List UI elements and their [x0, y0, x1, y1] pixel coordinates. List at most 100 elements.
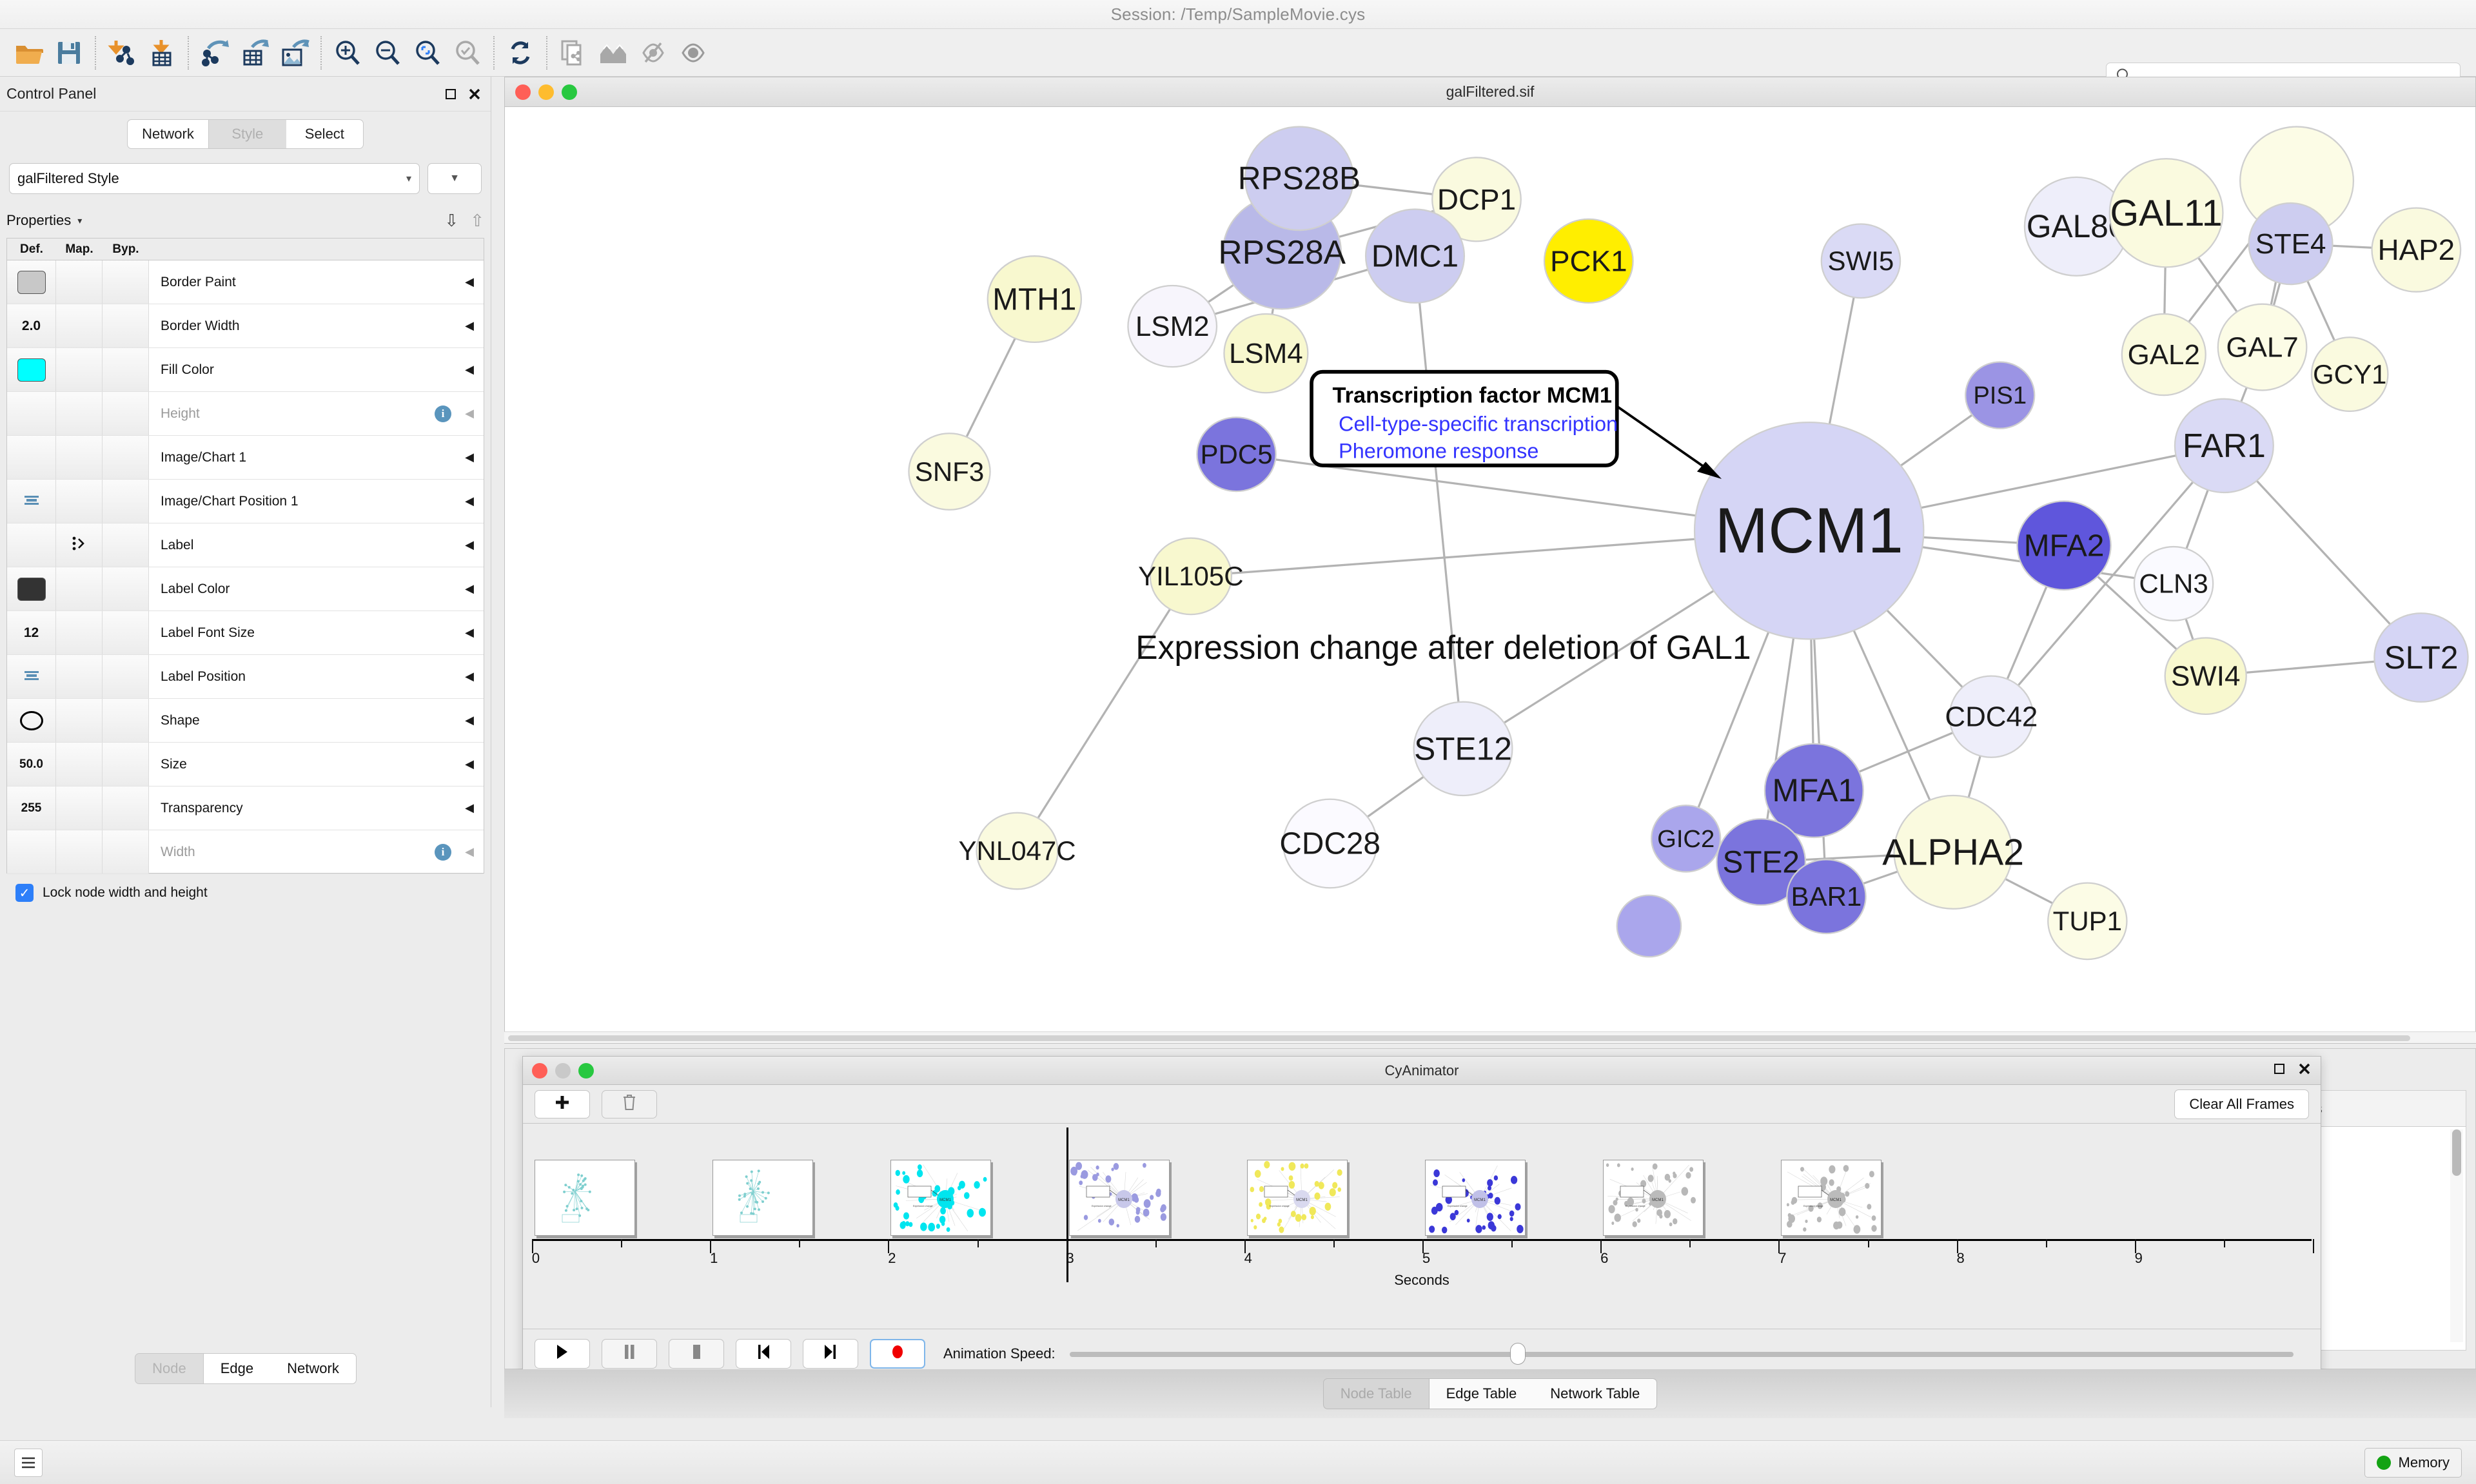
property-default-cell[interactable]	[7, 699, 56, 742]
lock-node-size-checkbox[interactable]: ✓	[15, 884, 34, 902]
show-all-icon[interactable]	[673, 33, 713, 73]
network-node[interactable]: DMC1	[1364, 208, 1466, 304]
property-default-cell[interactable]	[7, 523, 56, 567]
hide-selected-icon[interactable]	[633, 33, 673, 73]
network-canvas[interactable]: Expression change after deletion of GAL1…	[505, 107, 2475, 1043]
network-callout-annotation[interactable]: Transcription factor MCM1 Cell-type-speci…	[1310, 369, 1722, 479]
info-icon[interactable]: i	[435, 843, 451, 861]
pause-button[interactable]	[602, 1338, 657, 1369]
network-node[interactable]: SWI5	[1820, 223, 1901, 299]
network-node[interactable]: YNL047C	[958, 812, 1076, 890]
property-row[interactable]: Label ◀	[7, 523, 484, 567]
property-row[interactable]: 255 Transparency ◀	[7, 786, 484, 830]
network-node[interactable]: MCM1	[1693, 421, 1925, 640]
network-edge[interactable]	[1413, 256, 1464, 749]
minimize-window-button[interactable]	[538, 84, 554, 100]
tab-style[interactable]: Style	[208, 119, 286, 149]
import-table-icon[interactable]	[142, 33, 182, 73]
property-mapping-cell[interactable]	[56, 743, 103, 786]
network-node[interactable]: MFA2	[2016, 500, 2112, 591]
property-bypass-cell[interactable]	[103, 611, 149, 654]
network-node[interactable]: YIL105C	[1138, 537, 1244, 616]
property-bypass-cell[interactable]	[103, 480, 149, 523]
chevron-double-up-icon[interactable]: ⇧	[470, 211, 484, 230]
property-expand-arrow[interactable]: ◀	[465, 714, 474, 727]
property-mapping-cell[interactable]	[56, 655, 103, 698]
timeline-frame-thumbnail[interactable]: MCM1 Expression change	[890, 1160, 992, 1236]
network-node[interactable]: TUP1	[2047, 882, 2128, 961]
property-default-cell[interactable]	[7, 567, 56, 610]
network-node[interactable]: GAL7	[2217, 303, 2308, 391]
network-node[interactable]: FAR1	[2174, 398, 2274, 494]
refresh-icon[interactable]	[500, 33, 540, 73]
timeline-frame-thumbnail[interactable]: MCM1 Expression change	[1068, 1160, 1170, 1236]
close-icon[interactable]	[2297, 1062, 2312, 1079]
tab-edge[interactable]: Edge	[203, 1353, 271, 1384]
network-node[interactable]: HAP2	[2371, 207, 2462, 293]
timeline-frame-thumbnail[interactable]: MCM1 Expression change	[1246, 1160, 1348, 1236]
network-node[interactable]: SNF3	[908, 433, 991, 511]
network-node[interactable]: STE4	[2248, 202, 2334, 286]
zoom-out-icon[interactable]	[368, 33, 408, 73]
zoom-selected-icon[interactable]	[447, 33, 487, 73]
property-bypass-cell[interactable]	[103, 260, 149, 304]
network-node[interactable]: CDC28	[1279, 798, 1380, 889]
network-node[interactable]: SLT2	[2373, 612, 2469, 703]
property-expand-arrow[interactable]: ◀	[465, 494, 474, 507]
network-node[interactable]: RPS28B	[1238, 126, 1361, 231]
property-default-cell[interactable]: 50.0	[7, 743, 56, 786]
info-icon[interactable]: i	[435, 405, 451, 422]
style-options-menu-button[interactable]: ▼	[427, 163, 482, 194]
property-expand-arrow[interactable]: ◀	[465, 363, 474, 376]
property-bypass-cell[interactable]	[103, 304, 149, 347]
animation-speed-knob[interactable]	[1510, 1342, 1526, 1365]
property-default-cell[interactable]	[7, 436, 56, 479]
stop-button[interactable]	[669, 1338, 724, 1369]
property-expand-arrow[interactable]: ◀	[465, 451, 474, 464]
network-node[interactable]: BAR1	[1786, 859, 1867, 935]
property-row[interactable]: 2.0 Border Width ◀	[7, 304, 484, 348]
property-expand-arrow[interactable]: ◀	[465, 626, 474, 639]
add-frame-button[interactable]	[535, 1089, 590, 1118]
property-bypass-cell[interactable]	[103, 743, 149, 786]
network-edge[interactable]	[1016, 576, 1192, 852]
style-select[interactable]: galFiltered Style ▾	[9, 163, 420, 194]
property-bypass-cell[interactable]	[103, 523, 149, 567]
network-edge[interactable]	[1990, 445, 2225, 718]
property-mapping-cell[interactable]	[56, 260, 103, 304]
export-network-icon[interactable]	[195, 33, 235, 73]
property-expand-arrow[interactable]: ◀	[465, 407, 474, 420]
property-mapping-cell[interactable]	[56, 392, 103, 435]
tab-node[interactable]: Node	[135, 1353, 204, 1384]
color-swatch[interactable]	[17, 270, 46, 294]
property-mapping-cell[interactable]	[56, 523, 103, 567]
tab-node-table[interactable]: Node Table	[1322, 1378, 1430, 1409]
property-bypass-cell[interactable]	[103, 655, 149, 698]
delete-frame-button[interactable]	[602, 1089, 657, 1118]
property-mapping-cell[interactable]	[56, 830, 103, 874]
property-default-cell[interactable]	[7, 260, 56, 304]
export-table-icon[interactable]	[235, 33, 275, 73]
close-window-button[interactable]	[515, 84, 531, 100]
new-network-from-selection-icon[interactable]	[553, 33, 593, 73]
property-row[interactable]: Width i ◀	[7, 830, 484, 874]
timeline-frame-thumbnail[interactable]: MCM1 Expression change	[1425, 1160, 1526, 1236]
close-icon[interactable]	[467, 87, 482, 101]
property-bypass-cell[interactable]	[103, 830, 149, 874]
export-image-icon[interactable]	[275, 33, 315, 73]
timeline-frame-thumbnail[interactable]: MCM1 Expression change	[1603, 1160, 1704, 1236]
property-mapping-cell[interactable]	[56, 699, 103, 742]
cyanimator-maximize-button[interactable]	[578, 1062, 594, 1079]
network-node[interactable]: MFA1	[1764, 743, 1864, 839]
save-icon[interactable]	[49, 33, 89, 73]
network-node[interactable]: GAL11	[2108, 158, 2224, 268]
chevron-double-down-icon[interactable]: ⇩	[444, 211, 459, 230]
network-node[interactable]: STE12	[1413, 701, 1513, 797]
property-expand-arrow[interactable]: ◀	[465, 801, 474, 814]
animation-speed-slider[interactable]	[1069, 1342, 2294, 1365]
import-network-icon[interactable]	[102, 33, 142, 73]
network-node[interactable]: ALPHA2	[1882, 794, 2024, 910]
open-folder-icon[interactable]	[9, 33, 49, 73]
play-button[interactable]	[535, 1338, 590, 1369]
network-annotation-text[interactable]: Expression change after deletion of GAL1	[1135, 629, 1751, 666]
